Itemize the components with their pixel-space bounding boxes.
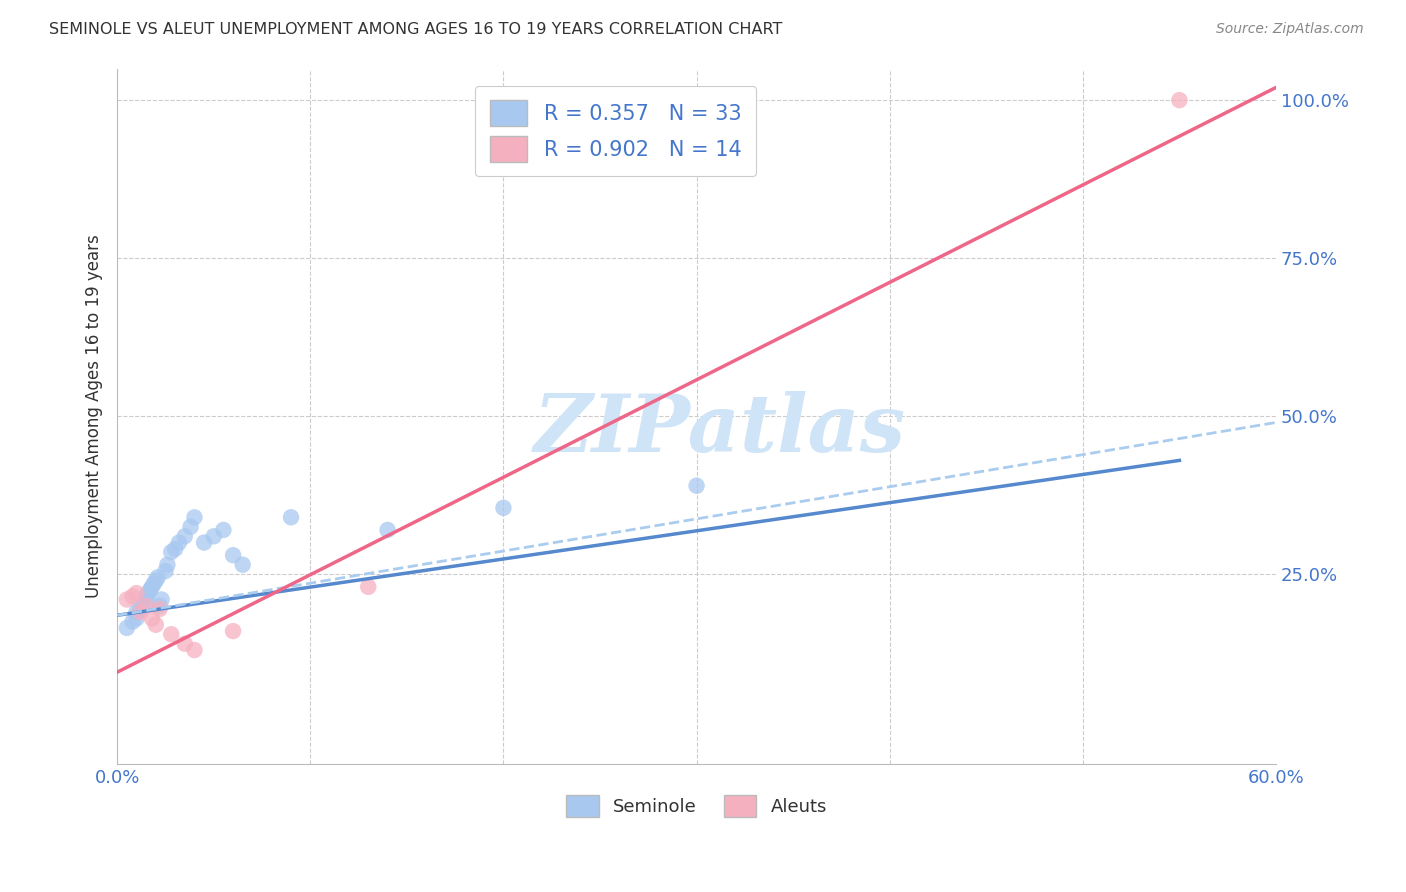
Point	[183, 510, 205, 524]
Point	[141, 611, 163, 625]
Point	[377, 523, 399, 537]
Point	[212, 523, 235, 537]
Point	[131, 599, 153, 613]
Y-axis label: Unemployment Among Ages 16 to 19 years: Unemployment Among Ages 16 to 19 years	[86, 235, 103, 598]
Point	[125, 605, 148, 619]
Point	[193, 535, 215, 549]
Point	[150, 592, 173, 607]
Point	[125, 611, 148, 625]
Point	[1168, 93, 1191, 107]
Point	[142, 576, 165, 591]
Point	[121, 590, 143, 604]
Text: Source: ZipAtlas.com: Source: ZipAtlas.com	[1216, 22, 1364, 37]
Point	[115, 621, 138, 635]
Point	[167, 535, 190, 549]
Point	[160, 627, 183, 641]
Point	[492, 500, 515, 515]
Point	[232, 558, 254, 572]
Point	[121, 615, 143, 629]
Point	[115, 592, 138, 607]
Point	[173, 637, 195, 651]
Point	[149, 602, 172, 616]
Point	[125, 586, 148, 600]
Text: SEMINOLE VS ALEUT UNEMPLOYMENT AMONG AGES 16 TO 19 YEARS CORRELATION CHART: SEMINOLE VS ALEUT UNEMPLOYMENT AMONG AGE…	[49, 22, 783, 37]
Point	[136, 586, 159, 600]
Point	[165, 541, 187, 556]
Point	[357, 580, 380, 594]
Point	[155, 564, 177, 578]
Point	[135, 599, 157, 613]
Point	[145, 617, 167, 632]
Point	[222, 548, 245, 562]
Point	[202, 529, 225, 543]
Text: ZIPatlas: ZIPatlas	[534, 392, 905, 469]
Point	[141, 580, 163, 594]
Point	[135, 590, 157, 604]
Point	[156, 558, 179, 572]
Point	[160, 545, 183, 559]
Point	[685, 479, 707, 493]
Point	[180, 520, 202, 534]
Point	[135, 596, 157, 610]
Point	[173, 529, 195, 543]
Point	[146, 570, 169, 584]
Legend: Seminole, Aleuts: Seminole, Aleuts	[558, 788, 834, 824]
Point	[280, 510, 302, 524]
Point	[139, 582, 162, 597]
Point	[145, 574, 167, 588]
Point	[129, 605, 152, 619]
Point	[183, 643, 205, 657]
Point	[222, 624, 245, 638]
Point	[149, 599, 172, 613]
Point	[129, 602, 152, 616]
